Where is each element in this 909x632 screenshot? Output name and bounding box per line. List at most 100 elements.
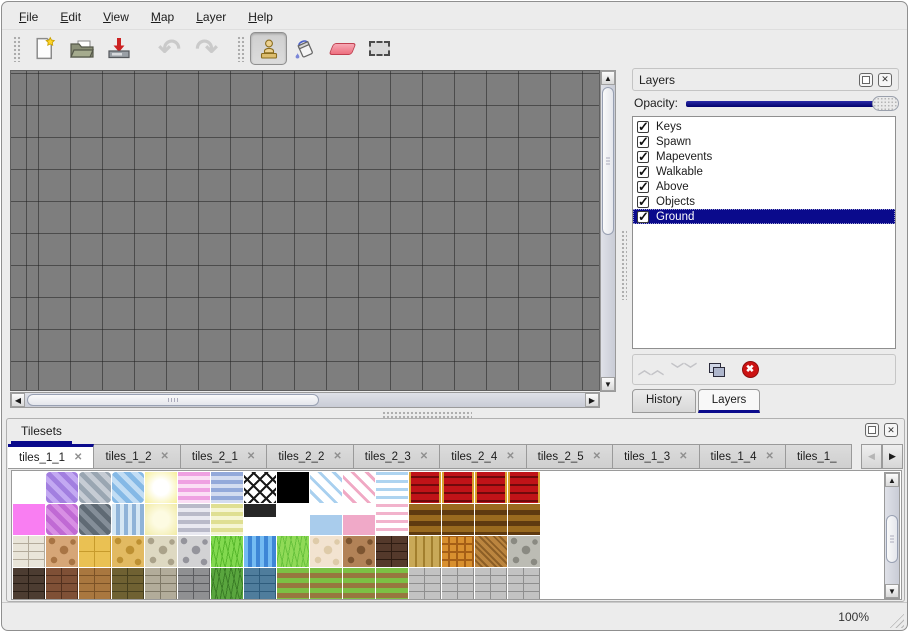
tile-swatch[interactable] <box>343 472 375 503</box>
tile-swatch[interactable] <box>112 472 144 503</box>
tile-swatch[interactable] <box>376 472 408 503</box>
close-icon[interactable]: ✕ <box>160 451 169 462</box>
tabs-scroll-right-button[interactable]: ▶ <box>882 444 903 469</box>
tile-swatch[interactable] <box>475 472 507 503</box>
layer-visibility-checkbox[interactable] <box>637 119 649 135</box>
scroll-down-icon[interactable]: ▼ <box>885 584 899 598</box>
close-icon[interactable]: ✕ <box>679 451 688 462</box>
tile-swatch[interactable] <box>442 472 474 503</box>
canvas-hscroll-thumb[interactable] <box>27 394 319 406</box>
layer-visibility-checkbox[interactable] <box>637 134 649 150</box>
tile-swatch[interactable] <box>277 568 309 599</box>
tile-swatch[interactable] <box>145 472 177 503</box>
layer-visibility-checkbox[interactable] <box>637 179 649 195</box>
layer-visibility-checkbox[interactable] <box>637 194 649 210</box>
layer-row[interactable]: Above <box>633 179 895 195</box>
move-layer-up-button[interactable]: ︿︿ <box>638 359 664 381</box>
close-icon[interactable]: ✕ <box>74 452 83 463</box>
scroll-right-icon[interactable]: ▶ <box>585 393 599 407</box>
tileset-tab[interactable]: tiles_1_2 ✕ <box>94 444 181 469</box>
layer-visibility-checkbox[interactable] <box>637 164 649 180</box>
tabs-scroll-left-button[interactable]: ◀ <box>861 444 882 469</box>
tile-swatch[interactable] <box>244 472 276 503</box>
close-icon[interactable]: ✕ <box>878 72 892 87</box>
tile-swatch[interactable] <box>442 504 474 535</box>
close-icon[interactable]: ✕ <box>246 451 256 462</box>
tile-swatch[interactable] <box>79 472 111 503</box>
fill-tool-button[interactable] <box>287 32 324 65</box>
scroll-up-icon[interactable]: ▲ <box>601 71 615 85</box>
layer-row[interactable]: Mapevents <box>633 149 895 165</box>
layer-visibility-checkbox[interactable] <box>637 209 649 225</box>
select-tool-button[interactable] <box>361 32 398 65</box>
tile-swatch[interactable] <box>112 536 144 567</box>
tile-swatch[interactable] <box>178 568 210 599</box>
tab-history[interactable]: History <box>632 389 696 413</box>
scroll-up-icon[interactable]: ▲ <box>885 473 899 487</box>
tile-swatch[interactable] <box>409 472 441 503</box>
tile-swatch[interactable] <box>13 536 45 567</box>
tile-swatch[interactable] <box>277 536 309 567</box>
tile-swatch[interactable] <box>376 504 408 535</box>
tile-swatch[interactable] <box>178 536 210 567</box>
tile-swatch[interactable] <box>211 536 243 567</box>
tile-swatch[interactable] <box>211 504 243 535</box>
menu-item[interactable]: Layer <box>196 9 227 24</box>
tile-swatch[interactable] <box>310 536 342 567</box>
undo-button[interactable]: ↶ <box>151 32 188 65</box>
layer-row[interactable]: Ground <box>633 209 895 225</box>
tile-swatch[interactable] <box>475 504 507 535</box>
tile-swatch[interactable] <box>145 568 177 599</box>
tile-swatch[interactable] <box>211 472 243 503</box>
tile-swatch[interactable] <box>244 568 276 599</box>
layers-panel-header[interactable]: Layers ✕ <box>632 68 899 91</box>
tile-swatch[interactable] <box>343 504 375 535</box>
tile-swatch[interactable] <box>13 472 45 503</box>
tile-swatch[interactable] <box>409 536 441 567</box>
tile-swatch[interactable] <box>79 568 111 599</box>
redo-button[interactable]: ↷ <box>188 32 225 65</box>
tile-swatch[interactable] <box>145 504 177 535</box>
tileset-tab[interactable]: tiles_2_4 ✕ <box>440 444 527 469</box>
eraser-tool-button[interactable] <box>324 32 361 65</box>
menu-item[interactable]: Help <box>248 9 273 24</box>
layer-visibility-checkbox[interactable] <box>637 149 649 165</box>
float-panel-icon[interactable] <box>859 72 873 87</box>
tile-swatch[interactable] <box>112 568 144 599</box>
tilesets-panel-title[interactable]: Tilesets <box>11 421 72 444</box>
tile-swatch[interactable] <box>277 472 309 503</box>
tileset-tab[interactable]: tiles_2_1 ✕ <box>180 444 268 469</box>
canvas-hscrollbar[interactable]: ◀ ▶ <box>10 392 600 408</box>
palette-vscrollbar[interactable]: ▲ ▼ <box>884 472 900 599</box>
canvas-vscroll-thumb[interactable] <box>602 87 614 235</box>
tile-swatch[interactable] <box>178 472 210 503</box>
close-icon[interactable]: ✕ <box>333 451 342 462</box>
tileset-tab[interactable]: tiles_2_3 ✕ <box>353 444 441 469</box>
toolbar-grip[interactable] <box>237 35 245 62</box>
menu-item[interactable]: Map <box>150 9 175 24</box>
tile-swatch[interactable] <box>508 472 540 503</box>
open-map-button[interactable] <box>63 32 100 65</box>
layer-row[interactable]: Walkable <box>633 164 895 180</box>
map-canvas[interactable] <box>10 70 600 391</box>
save-map-button[interactable] <box>100 32 137 65</box>
tile-swatch[interactable] <box>112 504 144 535</box>
tile-swatch[interactable] <box>310 568 342 599</box>
tile-swatch[interactable] <box>79 536 111 567</box>
tile-swatch[interactable] <box>211 568 243 599</box>
toolbar-grip[interactable] <box>13 35 21 62</box>
close-icon[interactable]: ✕ <box>592 451 602 462</box>
menu-item[interactable]: View <box>103 9 129 24</box>
tile-swatch[interactable] <box>79 504 111 535</box>
tile-swatch[interactable] <box>46 472 78 503</box>
tile-swatch[interactable] <box>343 536 375 567</box>
tile-swatch[interactable] <box>244 536 276 567</box>
tileset-tab[interactable]: tiles_1_1 ✕ <box>8 444 95 469</box>
tile-swatch[interactable] <box>343 568 375 599</box>
tileset-tab[interactable]: tiles_2_2 ✕ <box>267 444 354 469</box>
opacity-slider-handle[interactable] <box>872 96 899 111</box>
scroll-down-icon[interactable]: ▼ <box>601 377 615 391</box>
tile-swatch[interactable] <box>13 504 45 535</box>
layer-row[interactable]: Objects <box>633 194 895 210</box>
tile-swatch[interactable] <box>46 568 78 599</box>
